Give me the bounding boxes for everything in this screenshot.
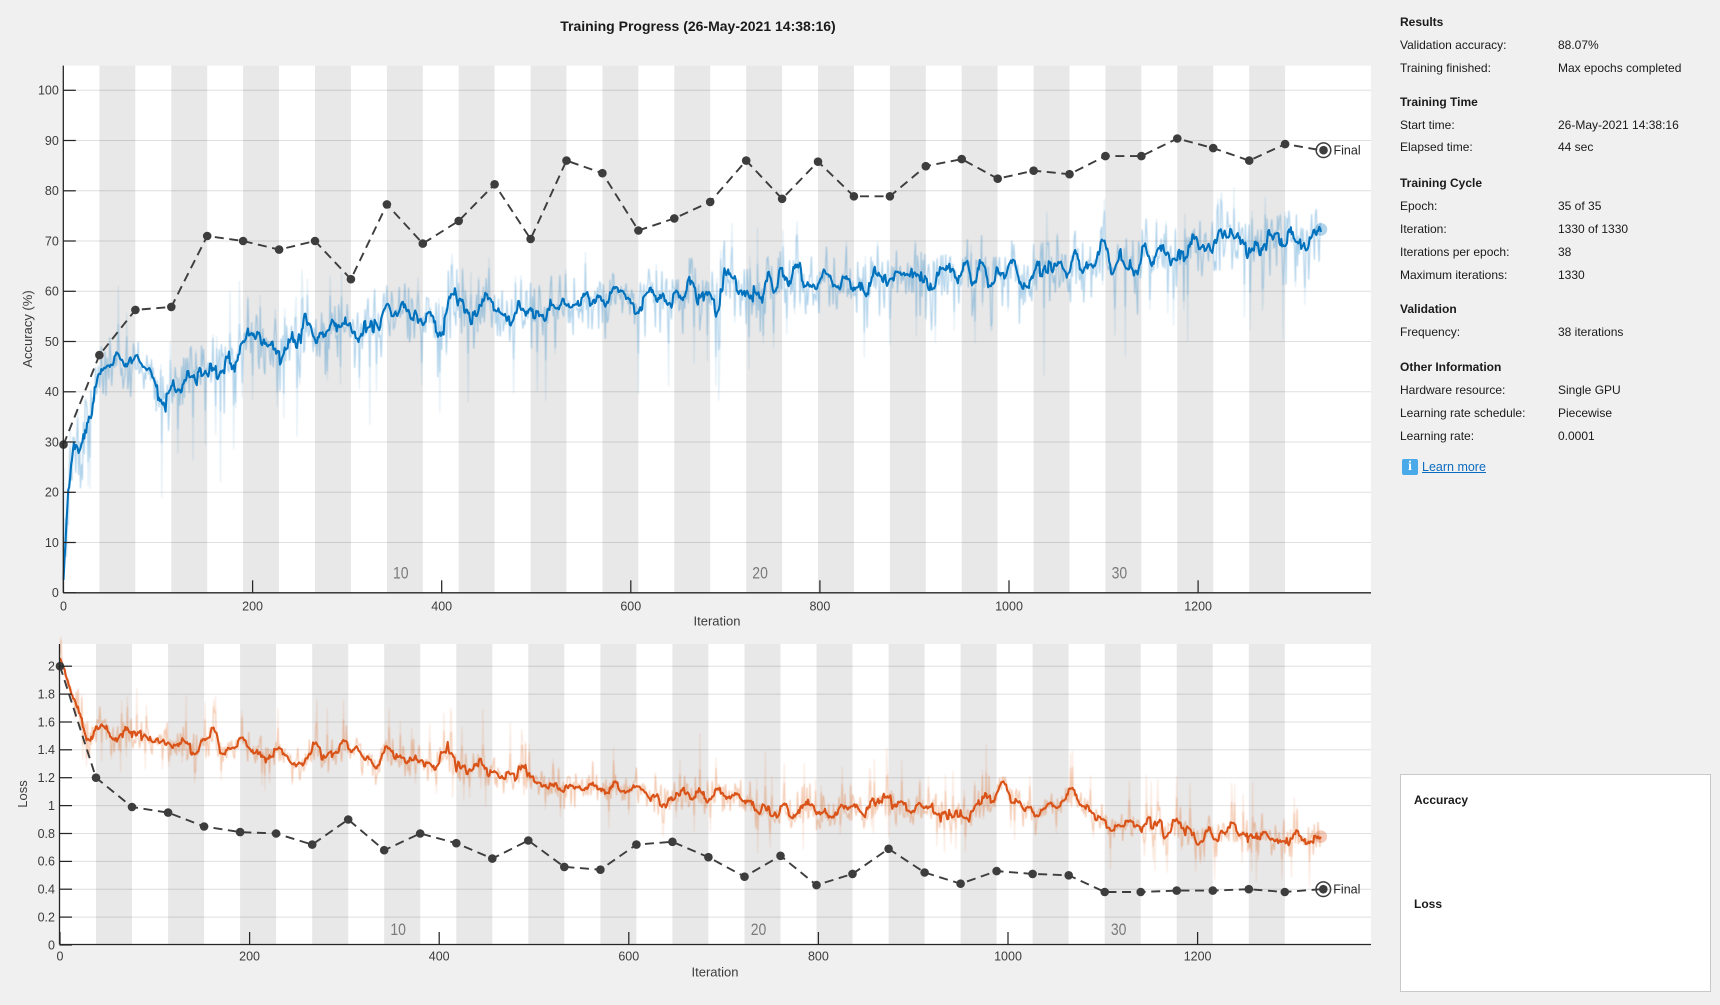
svg-text:200: 200 <box>242 600 263 614</box>
svg-text:90: 90 <box>45 134 59 148</box>
svg-text:0: 0 <box>57 950 64 964</box>
svg-text:1.6: 1.6 <box>38 715 55 729</box>
svg-text:0: 0 <box>52 586 59 600</box>
svg-text:1: 1 <box>48 799 55 813</box>
svg-text:0: 0 <box>48 938 55 952</box>
svg-text:0: 0 <box>60 600 67 614</box>
svg-text:60: 60 <box>45 285 59 299</box>
svg-text:1000: 1000 <box>994 950 1022 964</box>
svg-text:10: 10 <box>393 564 409 583</box>
svg-text:200: 200 <box>239 950 260 964</box>
svg-text:Final: Final <box>1333 883 1360 897</box>
svg-text:Final: Final <box>1334 144 1361 158</box>
svg-text:Accuracy (%): Accuracy (%) <box>20 290 35 367</box>
svg-text:800: 800 <box>809 600 830 614</box>
svg-text:100: 100 <box>38 84 59 98</box>
svg-text:80: 80 <box>45 184 59 198</box>
svg-text:600: 600 <box>620 600 641 614</box>
svg-text:1.4: 1.4 <box>38 743 55 757</box>
svg-text:Loss: Loss <box>15 780 30 808</box>
svg-text:Iteration: Iteration <box>692 965 739 980</box>
svg-text:30: 30 <box>45 435 59 449</box>
svg-text:40: 40 <box>45 385 59 399</box>
svg-text:30: 30 <box>1111 920 1127 939</box>
svg-text:50: 50 <box>45 335 59 349</box>
svg-text:0.6: 0.6 <box>38 855 55 869</box>
svg-text:0.2: 0.2 <box>38 910 55 924</box>
svg-text:20: 20 <box>751 920 767 939</box>
svg-text:1200: 1200 <box>1184 950 1212 964</box>
svg-text:400: 400 <box>431 600 452 614</box>
svg-text:20: 20 <box>752 564 768 583</box>
svg-text:1000: 1000 <box>995 600 1023 614</box>
svg-text:800: 800 <box>808 950 829 964</box>
svg-text:1200: 1200 <box>1184 600 1212 614</box>
svg-text:2: 2 <box>48 660 55 674</box>
svg-text:600: 600 <box>618 950 639 964</box>
svg-text:10: 10 <box>45 536 59 550</box>
svg-text:1.8: 1.8 <box>38 687 55 701</box>
svg-text:0.4: 0.4 <box>38 883 55 897</box>
svg-text:70: 70 <box>45 234 59 248</box>
svg-text:1.2: 1.2 <box>38 771 55 785</box>
svg-text:10: 10 <box>390 920 406 939</box>
svg-text:20: 20 <box>45 486 59 500</box>
svg-text:0.8: 0.8 <box>38 827 55 841</box>
svg-text:400: 400 <box>429 950 450 964</box>
svg-text:30: 30 <box>1112 564 1128 583</box>
svg-text:Iteration: Iteration <box>694 614 741 629</box>
